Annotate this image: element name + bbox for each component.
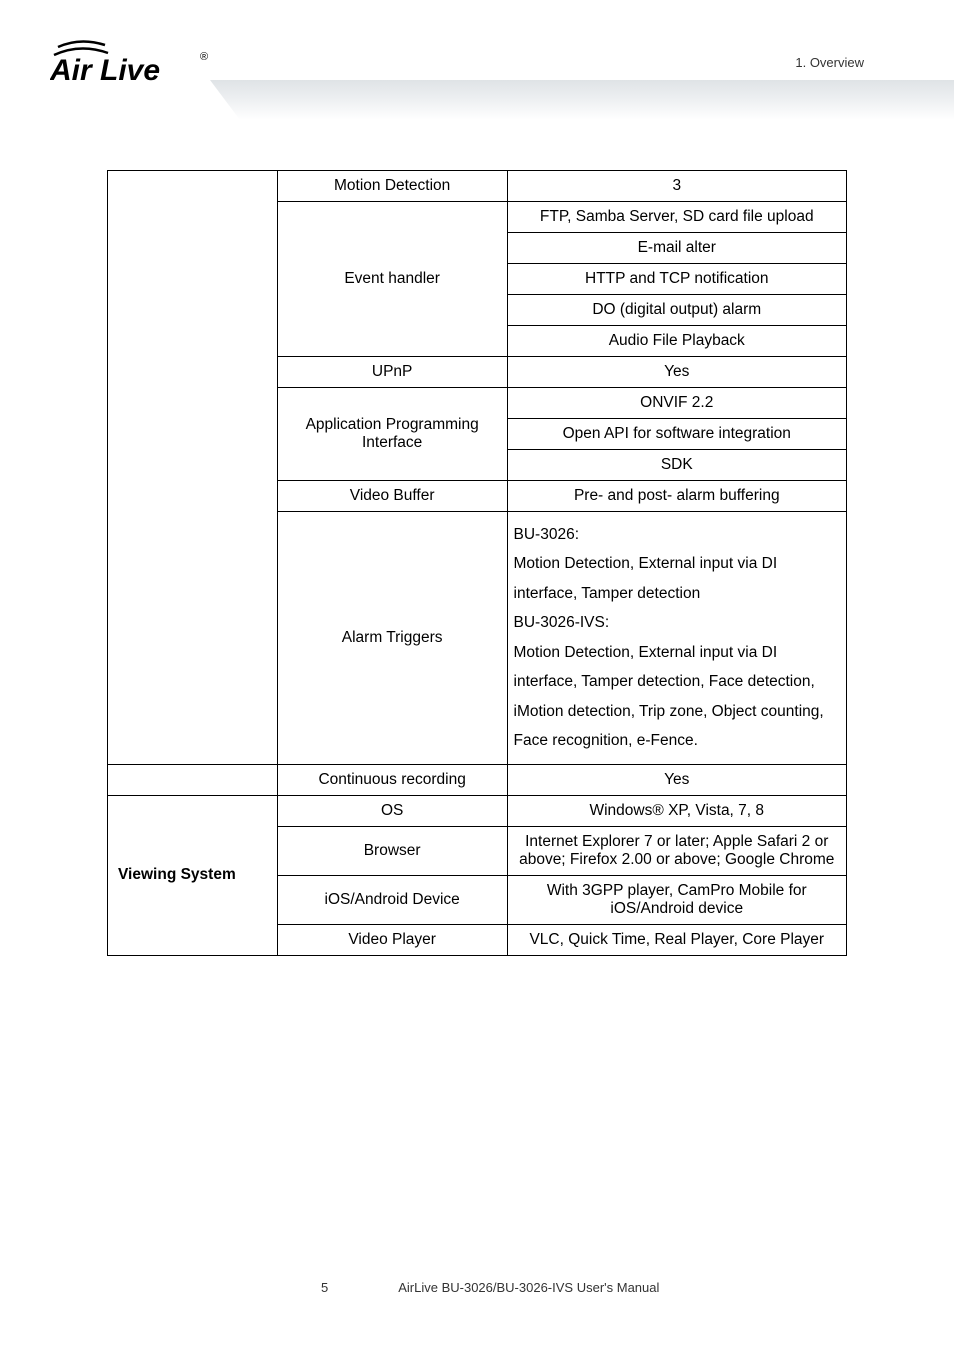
value-cell: VLC, Quick Time, Real Player, Core Playe…: [507, 924, 846, 955]
value-cell: SDK: [507, 450, 846, 481]
value-cell: Audio File Playback: [507, 326, 846, 357]
feature-cell: Browser: [277, 826, 507, 875]
overview-label: 1. Overview: [795, 55, 864, 70]
value-cell: Internet Explorer 7 or later; Apple Safa…: [507, 826, 846, 875]
table-row: Motion Detection 3: [108, 171, 847, 202]
feature-cell: Application Programming Interface: [277, 388, 507, 481]
value-cell: E-mail alter: [507, 233, 846, 264]
category-cell: Viewing System: [108, 795, 278, 955]
feature-cell: Video Buffer: [277, 481, 507, 512]
value-cell: FTP, Samba Server, SD card file upload: [507, 202, 846, 233]
value-cell: ONVIF 2.2: [507, 388, 846, 419]
feature-cell: Video Player: [277, 924, 507, 955]
feature-cell: Alarm Triggers: [277, 512, 507, 765]
airlive-logo: Air Live ®: [50, 35, 220, 95]
value-cell: Yes: [507, 357, 846, 388]
value-cell: DO (digital output) alarm: [507, 295, 846, 326]
table-row: Viewing System OS Windows® XP, Vista, 7,…: [108, 795, 847, 826]
value-cell: With 3GPP player, CamPro Mobile for iOS/…: [507, 875, 846, 924]
empty-category: [108, 171, 278, 765]
header-banner: [210, 80, 954, 120]
svg-text:Air Live: Air Live: [50, 54, 160, 87]
feature-cell: iOS/Android Device: [277, 875, 507, 924]
feature-cell: Continuous recording: [277, 764, 507, 795]
table-row: Continuous recording Yes: [108, 764, 847, 795]
manual-title: AirLive BU-3026/BU-3026-IVS User's Manua…: [398, 1280, 659, 1295]
value-cell: BU-3026: Motion Detection, External inpu…: [507, 512, 846, 765]
feature-cell: OS: [277, 795, 507, 826]
page-number: 5: [295, 1280, 355, 1295]
value-cell: Pre- and post- alarm buffering: [507, 481, 846, 512]
svg-text:®: ®: [200, 51, 208, 63]
value-cell: 3: [507, 171, 846, 202]
feature-cell: Motion Detection: [277, 171, 507, 202]
value-cell: Open API for software integration: [507, 419, 846, 450]
feature-cell: Event handler: [277, 202, 507, 357]
empty-category: [108, 764, 278, 795]
spec-table: Motion Detection 3 Event handler FTP, Sa…: [107, 170, 847, 956]
feature-cell: UPnP: [277, 357, 507, 388]
value-cell: Windows® XP, Vista, 7, 8: [507, 795, 846, 826]
value-cell: Yes: [507, 764, 846, 795]
page-footer: 5 AirLive BU-3026/BU-3026-IVS User's Man…: [0, 1280, 954, 1295]
value-cell: HTTP and TCP notification: [507, 264, 846, 295]
